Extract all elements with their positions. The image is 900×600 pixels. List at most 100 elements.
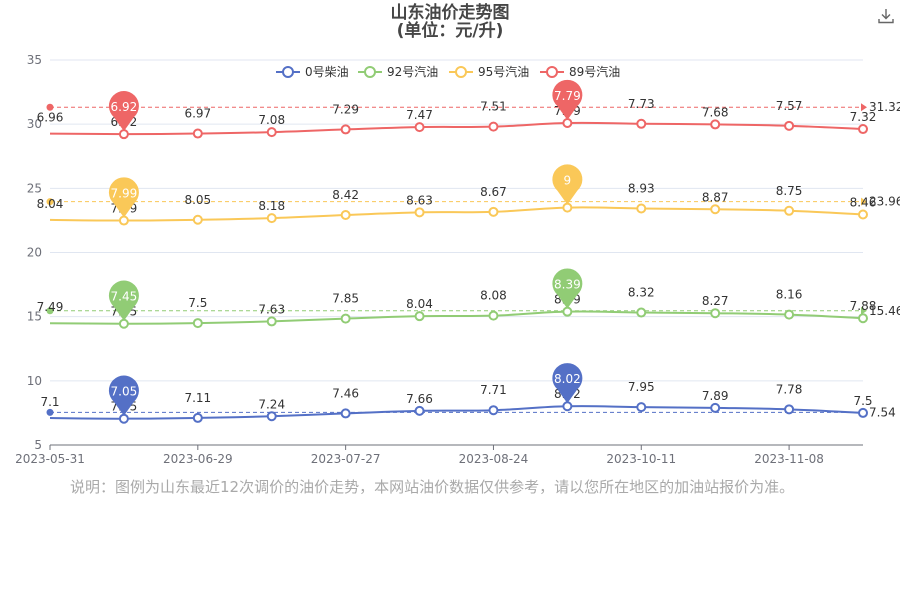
max-marker-label: 9 <box>564 174 572 188</box>
data-point <box>562 401 573 412</box>
y-tick-label: 10 <box>27 374 42 388</box>
data-point <box>118 413 129 424</box>
legend-entry: 95号汽油 <box>478 64 529 79</box>
data-label: 7.49 <box>37 300 64 314</box>
data-label: 8.08 <box>480 289 507 303</box>
x-tick-label: 2023-10-11 <box>606 452 676 466</box>
data-label: 8.63 <box>406 193 433 207</box>
data-point <box>266 411 277 422</box>
data-label: 7.85 <box>332 292 359 306</box>
data-label: 8.27 <box>702 294 729 308</box>
data-label: 7.66 <box>406 392 433 406</box>
data-point <box>710 402 721 413</box>
x-tick-label: 2023-07-27 <box>311 452 381 466</box>
data-label: 8.75 <box>776 184 803 198</box>
legend-marker <box>455 66 467 78</box>
data-point <box>118 318 129 329</box>
marker-pin <box>108 375 139 416</box>
data-point <box>192 412 203 423</box>
average-label: 23.96 <box>869 195 900 209</box>
legend-entry: 89号汽油 <box>569 64 620 79</box>
max-marker-pin <box>552 79 583 121</box>
legend-marker <box>546 66 558 78</box>
data-label: 8.87 <box>702 190 729 204</box>
legend-marker <box>282 66 294 78</box>
average-label: 15.46 <box>869 304 900 318</box>
legend-marker <box>364 66 376 78</box>
data-point <box>562 118 573 129</box>
max-marker-label: 7.79 <box>554 89 581 103</box>
data-label: 7.57 <box>776 99 803 113</box>
data-point <box>488 310 499 321</box>
data-label: 7.68 <box>702 105 729 119</box>
x-tick-label: 2023-06-29 <box>163 452 233 466</box>
max-marker-pin <box>552 164 583 205</box>
data-point <box>784 205 795 216</box>
data-point <box>784 404 795 415</box>
chart-subtitle-text: (单位：元/升) <box>396 21 504 41</box>
max-marker-label: 8.02 <box>554 372 581 386</box>
marker-pin <box>108 280 139 321</box>
data-point <box>636 203 647 214</box>
data-point <box>488 405 499 416</box>
data-point <box>414 207 425 218</box>
data-label: 7.5 <box>853 394 872 408</box>
data-label: 8.05 <box>184 193 211 207</box>
data-point <box>636 402 647 413</box>
chart-title-text: 山东油价走势图 <box>390 3 510 23</box>
data-point <box>858 209 868 220</box>
data-label: 7.95 <box>628 380 655 394</box>
average-line-arrow <box>861 103 867 112</box>
data-point <box>340 313 351 324</box>
data-point <box>192 214 203 225</box>
data-label: 7.1 <box>40 395 59 409</box>
data-label: 7.47 <box>406 108 433 122</box>
data-point <box>266 316 277 327</box>
average-line-arrow <box>861 306 867 315</box>
marker-pin <box>108 177 139 218</box>
marker-pin-label: 6.92 <box>111 100 138 114</box>
average-line-start <box>46 307 54 315</box>
data-label: 7.71 <box>480 383 507 397</box>
max-marker-pin <box>552 268 583 309</box>
data-point <box>784 120 795 131</box>
max-marker-label: 8.39 <box>554 278 581 292</box>
x-tick-label: 2023-05-31 <box>15 452 85 466</box>
y-tick-label: 20 <box>27 246 42 260</box>
download-icon[interactable] <box>876 6 896 26</box>
data-point <box>340 124 351 135</box>
data-label: 7.32 <box>850 110 877 124</box>
average-line-arrow <box>861 197 867 206</box>
data-label: 8.93 <box>628 181 655 195</box>
data-point <box>858 124 868 135</box>
data-label: 6.97 <box>184 107 211 121</box>
data-point <box>192 128 203 139</box>
average-label: 7.54 <box>869 405 896 419</box>
data-point <box>266 127 277 138</box>
data-label: 8.04 <box>37 197 64 211</box>
data-point <box>784 309 795 320</box>
data-label: 7.24 <box>258 397 285 411</box>
x-tick-label: 2023-08-24 <box>459 452 529 466</box>
data-label: 7.08 <box>258 113 285 127</box>
y-tick-label: 25 <box>27 181 42 195</box>
data-label: 7.46 <box>332 386 359 400</box>
data-point <box>488 121 499 132</box>
marker-pin-label: 7.99 <box>111 187 138 201</box>
data-label: 7.11 <box>184 391 211 405</box>
data-label: 7.51 <box>480 100 507 114</box>
chart-title: 山东油价走势图 (单位：元/升) <box>0 4 900 40</box>
data-label: 7.73 <box>628 97 655 111</box>
data-point <box>858 313 868 324</box>
data-label: 8.46 <box>850 196 877 210</box>
data-point <box>118 129 129 140</box>
data-point <box>340 408 351 419</box>
data-label: 8.67 <box>480 185 507 199</box>
marker-pin-label: 7.05 <box>111 385 138 399</box>
data-label: 7.63 <box>258 302 285 316</box>
data-point <box>414 311 425 322</box>
data-label: 6.96 <box>37 111 64 125</box>
data-point <box>710 119 721 130</box>
marker-pin <box>108 90 139 132</box>
